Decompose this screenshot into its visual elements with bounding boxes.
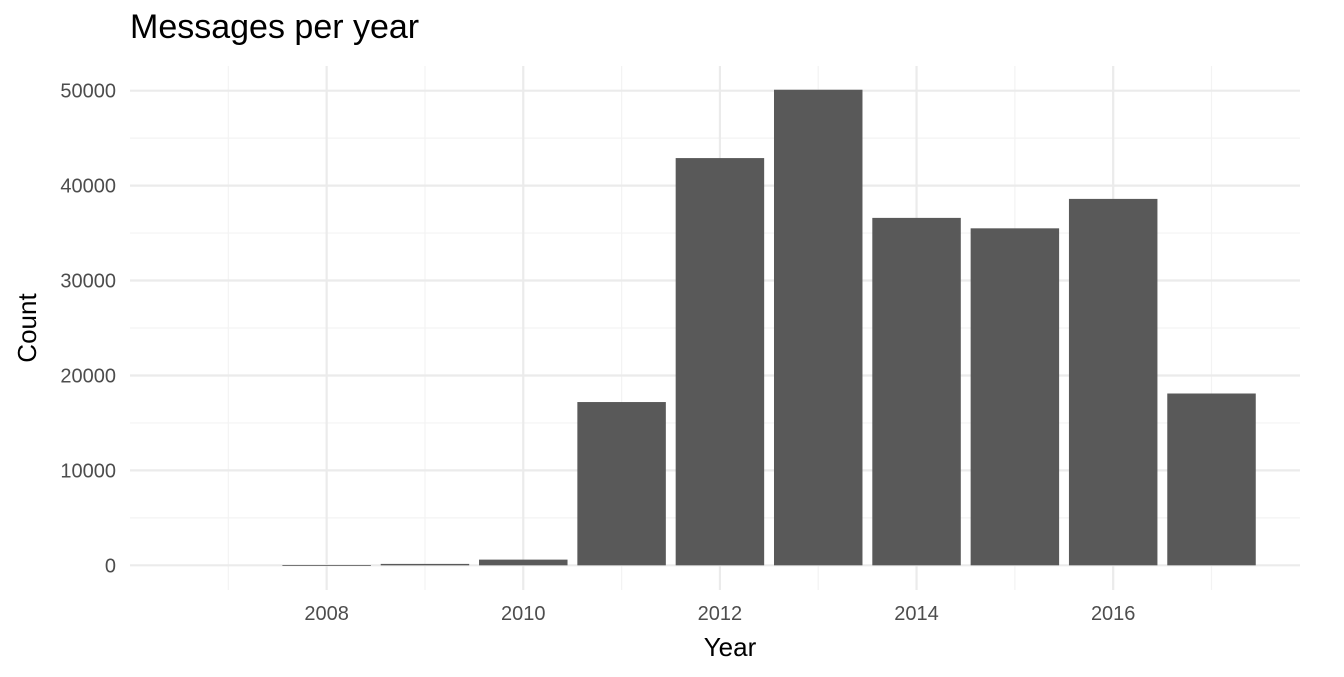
y-axis-title: Count: [12, 293, 42, 363]
bar-2017: [1167, 393, 1256, 566]
y-tick-label: 10000: [60, 460, 116, 482]
y-tick-label: 20000: [60, 365, 116, 387]
x-tick-label: 2008: [304, 603, 349, 625]
bar-2013: [773, 89, 863, 566]
bar-2014: [872, 217, 961, 566]
y-tick-label: 30000: [60, 271, 116, 293]
x-axis-title: Year: [704, 632, 757, 662]
y-tick-label: 0: [105, 555, 116, 577]
bar-2012: [675, 158, 765, 566]
tick-layer: 0 10000 20000 30000 40000 50000 2008 2010 2012 20…: [60, 81, 1135, 625]
bar-2015: [970, 228, 1060, 566]
chart-title: Messages per year: [130, 8, 420, 46]
x-tick-label: 2016: [1091, 603, 1136, 625]
y-tick-label: 50000: [60, 81, 116, 103]
bar-2009: [380, 563, 470, 566]
y-tick-label: 40000: [60, 176, 116, 198]
bar-2008: [282, 565, 371, 566]
bar-2016: [1068, 198, 1158, 566]
x-tick-label: 2012: [698, 603, 743, 625]
bar-layer: [282, 89, 1256, 566]
x-tick-label: 2014: [894, 603, 939, 625]
x-tick-label: 2010: [501, 603, 546, 625]
bar-2010: [479, 559, 568, 566]
bar-2011: [577, 402, 666, 566]
